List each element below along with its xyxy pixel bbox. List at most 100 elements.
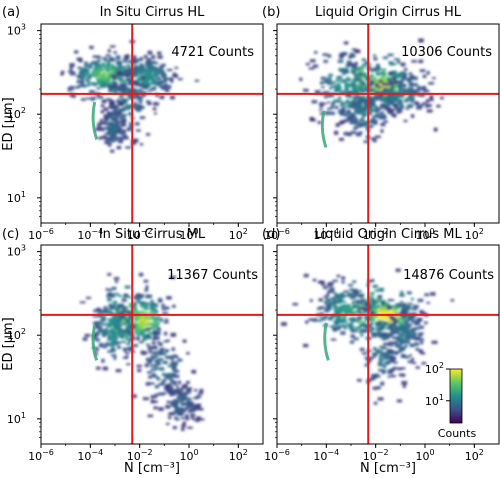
panel-a-heat-cell xyxy=(127,93,133,96)
panel-d-heat-cell xyxy=(378,288,383,292)
panel-b-heat-cell xyxy=(344,87,348,92)
panel-a-heat-cell xyxy=(108,137,113,141)
panel-b-heat-cell xyxy=(327,101,331,104)
panel-b-heat-cell xyxy=(396,110,401,114)
panel-b-heat-cell xyxy=(440,96,444,100)
panel-c-heat-cell xyxy=(182,384,188,388)
panel-b-heat-cell xyxy=(379,117,385,120)
panel-d-heat-cell xyxy=(419,338,425,341)
panel-a-heat-cell xyxy=(101,64,106,67)
panel-b-heat-cell xyxy=(374,90,380,95)
panel-c-heat-cell xyxy=(154,393,159,397)
panel-b-heat-cell xyxy=(387,53,394,57)
panel-b-heat-cell xyxy=(403,119,408,123)
panel-a-heat-cell xyxy=(135,71,142,74)
panel-c-y-tick-label: 101 xyxy=(7,411,26,426)
panel-d-heat-cell xyxy=(393,336,399,339)
panel-b-x-tick-label: 102 xyxy=(465,227,484,242)
panel-c-heat-cell xyxy=(106,325,112,328)
panel-c-heat-cell xyxy=(153,330,159,335)
panel-b-heat-cell xyxy=(354,67,360,70)
panel-b-heat-cell xyxy=(305,63,310,66)
panel-d-heat-cell xyxy=(383,309,390,313)
panel-a-heat-cell xyxy=(109,84,115,88)
panel-a-heat-cell xyxy=(93,82,98,86)
panel-c-heat-cell xyxy=(114,326,120,330)
panel-d-heat-cell xyxy=(366,358,373,361)
panel-a-heat-cell xyxy=(80,81,85,85)
panel-a-heat-cell xyxy=(100,104,105,108)
panel-b-heat-cell xyxy=(355,76,361,80)
panel-d-heat-cell xyxy=(410,328,416,333)
panel-a-heat-cell xyxy=(138,100,143,104)
panel-c-heat-cell xyxy=(184,392,188,396)
panel-c-heat-cell xyxy=(107,273,112,276)
panel-d-heat-cell xyxy=(341,276,346,280)
panel-c-heat-cell xyxy=(95,321,102,325)
panel-c-heat-cell xyxy=(148,315,153,319)
panel-d-heat-cell xyxy=(387,375,391,378)
panel-a-heat-cell xyxy=(150,81,154,85)
panel-b-heat-cell xyxy=(340,110,345,114)
panel-a-heat-cell xyxy=(177,78,183,81)
panel-c-heat-cell xyxy=(188,387,192,391)
panel-b-heat-cell xyxy=(308,67,315,70)
panel-a-heat-cell xyxy=(157,72,162,75)
panel-d-heat-cell xyxy=(420,340,424,345)
panel-d-heat-cell xyxy=(355,299,360,303)
panel-d-heat-cell xyxy=(384,311,390,314)
panel-b-heat-cell xyxy=(422,85,426,90)
panel-d-heat-cell xyxy=(381,324,385,328)
panel-d-heat-cell xyxy=(398,321,404,325)
panel-a-heat-cell xyxy=(128,112,133,116)
panel-c-heat-cell xyxy=(128,331,133,336)
panel-d-heat-cell xyxy=(346,308,353,311)
panel-a-heat-cell xyxy=(122,123,127,127)
panel-b-heat-cell xyxy=(380,104,385,108)
panel-b-heat-cell xyxy=(370,117,376,121)
panel-a-heat-cell xyxy=(119,79,126,83)
panel-a-heat-cell xyxy=(112,107,118,111)
panel-b-heat-cell xyxy=(303,88,309,92)
panel-c-heat-cell xyxy=(117,324,122,329)
panel-c-heat-cell xyxy=(122,297,126,300)
panel-c-heat-cell xyxy=(92,321,98,325)
panel-c-heat-cell xyxy=(128,348,134,352)
panel-c-heat-cell xyxy=(125,351,130,355)
panel-b-heat-cell xyxy=(350,131,357,134)
panel-c-heat-cell xyxy=(121,309,127,313)
panel-d-heat-cell xyxy=(411,319,416,324)
panel-a-heat-cell xyxy=(113,131,120,134)
panel-a-heat-cell xyxy=(133,101,137,106)
panel-a-heat-cell xyxy=(84,72,91,76)
panel-d-heat-cell xyxy=(373,310,378,314)
panel-b-heat-cell xyxy=(374,107,380,110)
panel-d-heat-cell xyxy=(399,332,404,336)
panel-c-heat-cell xyxy=(101,358,105,363)
panel-d-heat-cell xyxy=(378,358,384,362)
panel-b-heat-cell xyxy=(378,107,383,110)
panel-a-heat-cell xyxy=(122,70,127,74)
panel-c-heat-cell xyxy=(119,329,125,334)
panel-c-heat-cell xyxy=(108,288,112,292)
panel-c-heat-cell xyxy=(161,372,166,377)
panel-d-heat-cell xyxy=(405,339,410,342)
panel-d-heat-cell xyxy=(357,306,363,310)
panel-c-heat-cell xyxy=(198,418,205,421)
panel-b-heat-cell xyxy=(361,124,368,127)
panel-b-heat-cell xyxy=(419,104,424,107)
panel-b-heat-cell xyxy=(369,80,375,85)
panel-b-heat-cell xyxy=(386,88,391,92)
panel-a-heat-cell xyxy=(139,75,144,79)
panel-a-heat-cell xyxy=(104,117,108,122)
panel-d-heat-cell xyxy=(387,319,393,323)
panel-b-heatmap xyxy=(299,38,444,148)
panel-d-heat-cell xyxy=(408,337,414,340)
panel-a-heat-cell xyxy=(90,62,95,65)
panel-a-heat-cell xyxy=(139,107,143,110)
panel-d-heat-cell xyxy=(323,301,328,305)
panel-b-heat-cell xyxy=(431,77,436,80)
panel-b-heat-cell xyxy=(327,107,332,110)
panel-b-heat-cell xyxy=(373,120,377,124)
panel-b-heat-cell xyxy=(351,101,357,105)
